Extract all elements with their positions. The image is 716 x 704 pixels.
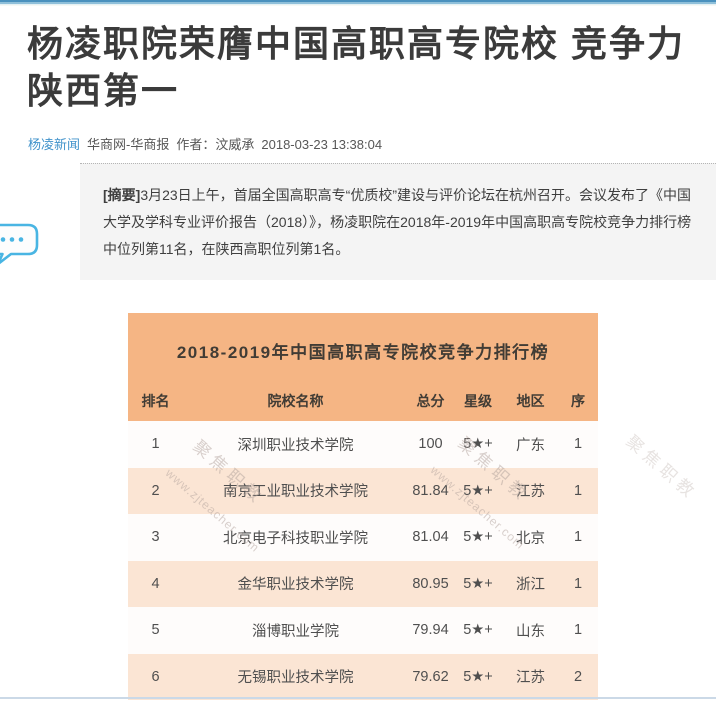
cell-star: 5★+ xyxy=(463,482,493,499)
cell-rank: 5 xyxy=(151,622,160,639)
ranking-table-header: 2018-2019年中国高职高专院校竞争力排行榜 排名 院校名称 总分 星级 地… xyxy=(128,313,598,421)
cell-star: 5★+ xyxy=(463,668,493,685)
cell-rank: 4 xyxy=(151,575,160,592)
bottom-accent-line xyxy=(0,697,716,699)
article-title-line2: 陕西第一 xyxy=(27,70,180,111)
cell-region: 江苏 xyxy=(516,484,545,501)
meta-datetime: 2018-03-23 13:38:04 xyxy=(261,137,383,152)
category-link[interactable]: 杨凌新闻 xyxy=(28,137,81,152)
cell-seq: 1 xyxy=(573,482,583,499)
ranking-image: 2018-2019年中国高职高专院校竞争力排行榜 排名 院校名称 总分 星级 地… xyxy=(0,313,716,703)
cell-region: 北京 xyxy=(516,530,545,547)
ranking-table: 2018-2019年中国高职高专院校竞争力排行榜 排名 院校名称 总分 星级 地… xyxy=(128,313,598,700)
cell-score: 80.95 xyxy=(412,575,449,592)
cell-name: 淄博职业学院 xyxy=(252,623,339,640)
comment-bubble-icon[interactable] xyxy=(0,220,43,273)
table-row: 2 南京工业职业技术学院 81.84 5★+ 江苏 1 xyxy=(128,467,598,514)
cell-score: 81.84 xyxy=(412,482,449,499)
cell-region: 浙江 xyxy=(516,577,545,594)
ranking-table-title: 2018-2019年中国高职高专院校竞争力排行榜 xyxy=(176,343,550,362)
cell-name: 南京工业职业技术学院 xyxy=(223,484,368,501)
cell-rank: 6 xyxy=(151,668,160,685)
cell-region: 江苏 xyxy=(516,670,545,687)
cell-star: 5★+ xyxy=(463,436,493,453)
col-header-score: 总分 xyxy=(416,393,445,409)
cell-name: 金华职业技术学院 xyxy=(237,577,354,594)
abstract-label: [摘要] xyxy=(103,187,141,203)
article-meta: 杨凌新闻 华商网-华商报 作者：汶威承 2018-03-23 13:38:04 xyxy=(28,134,716,153)
cell-score: 79.62 xyxy=(412,668,449,685)
cell-score: 100 xyxy=(418,436,443,453)
abstract-text: 3月23日上午，首届全国高职高专“优质校”建设与评价论坛在杭州召开。会议发布了《… xyxy=(103,187,692,257)
cell-name: 无锡职业技术学院 xyxy=(237,670,354,687)
watermark-brand: 聚焦职教 xyxy=(622,431,702,504)
meta-source: 华商网-华商报 xyxy=(87,137,170,152)
column-header-row: 排名 院校名称 总分 星级 地区 序 xyxy=(128,391,598,411)
cell-region: 广东 xyxy=(516,437,545,454)
cell-seq: 1 xyxy=(573,529,583,546)
cell-star: 5★+ xyxy=(463,575,493,592)
table-row: 3 北京电子科技职业学院 81.04 5★+ 北京 1 xyxy=(128,514,598,561)
meta-author: 作者：汶威承 xyxy=(176,137,255,152)
article-title-line1: 杨凌职院荣膺中国高职高专院校 竞争力 xyxy=(27,23,686,64)
table-row: 6 无锡职业技术学院 79.62 5★+ 江苏 2 xyxy=(128,653,598,700)
cell-seq: 1 xyxy=(573,436,583,453)
top-accent-bar xyxy=(0,0,716,6)
table-row: 5 淄博职业学院 79.94 5★+ 山东 1 xyxy=(128,607,598,654)
cell-seq: 1 xyxy=(573,622,583,639)
cell-name: 北京电子科技职业学院 xyxy=(223,530,368,547)
cell-seq: 2 xyxy=(573,668,583,685)
cell-region: 山东 xyxy=(516,623,545,640)
cell-score: 79.94 xyxy=(412,622,449,639)
cell-score: 81.04 xyxy=(412,529,449,546)
cell-star: 5★+ xyxy=(463,529,493,546)
cell-rank: 1 xyxy=(151,436,160,453)
cell-seq: 1 xyxy=(573,575,583,592)
abstract-box: [摘要]3月23日上午，首届全国高职高专“优质校”建设与评价论坛在杭州召开。会议… xyxy=(80,163,716,280)
cell-star: 5★+ xyxy=(463,622,493,639)
col-header-star: 星级 xyxy=(464,393,492,409)
cell-rank: 3 xyxy=(151,529,160,546)
cell-rank: 2 xyxy=(151,482,160,499)
cell-name: 深圳职业技术学院 xyxy=(237,437,354,454)
article-title: 杨凌职院荣膺中国高职高专院校 竞争力 陕西第一 xyxy=(27,20,692,114)
col-header-rank: 排名 xyxy=(141,393,170,409)
col-header-seq: 序 xyxy=(571,393,585,409)
table-row: 1 深圳职业技术学院 100 5★+ 广东 1 xyxy=(128,421,598,468)
table-row: 4 金华职业技术学院 80.95 5★+ 浙江 1 xyxy=(128,560,598,607)
col-header-name: 院校名称 xyxy=(267,393,324,409)
col-header-region: 地区 xyxy=(516,393,545,409)
